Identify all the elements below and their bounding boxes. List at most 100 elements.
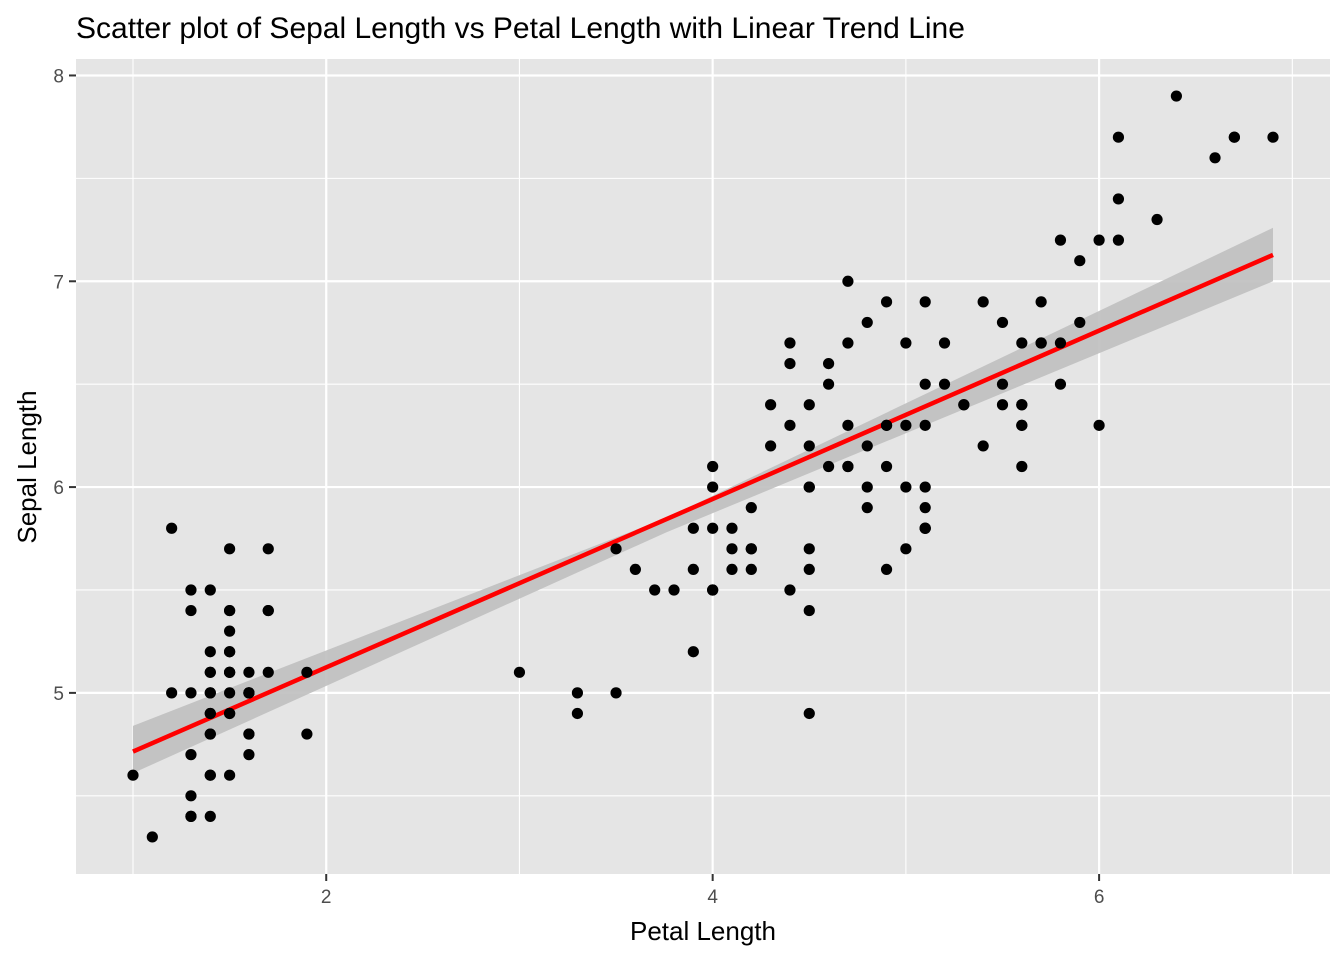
data-point <box>687 563 699 576</box>
data-point <box>204 769 216 781</box>
data-point <box>861 502 873 514</box>
data-point <box>842 337 854 349</box>
data-point <box>745 502 757 514</box>
data-point <box>765 399 777 411</box>
data-point <box>262 666 274 678</box>
trend-line-path <box>132 252 1274 754</box>
data-point <box>707 460 719 473</box>
y-axis-ticks: 5 6 7 8 <box>53 66 76 705</box>
data-point <box>1209 152 1221 164</box>
data-point <box>1016 460 1028 473</box>
data-point <box>204 687 216 699</box>
data-point <box>1151 213 1163 226</box>
data-point <box>803 399 815 411</box>
data-point <box>262 604 274 617</box>
data-point <box>745 563 757 576</box>
data-point <box>649 584 661 596</box>
data-point <box>185 749 197 761</box>
data-point <box>243 666 255 678</box>
data-point <box>861 316 873 329</box>
data-point <box>127 769 139 781</box>
data-point <box>262 543 274 555</box>
data-point <box>1112 131 1125 143</box>
data-point <box>784 357 796 370</box>
data-point <box>629 563 641 576</box>
data-point <box>224 625 236 637</box>
y-tick-label: 8 <box>53 66 64 87</box>
data-point <box>224 687 236 699</box>
y-axis-title: Sepal Length <box>12 390 42 543</box>
data-point <box>880 296 893 308</box>
data-point <box>726 543 738 555</box>
data-point <box>707 522 719 534</box>
data-point <box>571 687 584 699</box>
data-point <box>301 666 313 678</box>
data-point <box>204 666 216 678</box>
data-point <box>842 275 854 287</box>
data-point <box>822 378 835 390</box>
x-axis-ticks: 2 4 6 <box>321 874 1104 908</box>
data-point <box>977 440 989 452</box>
data-point <box>1054 337 1067 349</box>
confidence-band-area <box>133 227 1273 774</box>
data-point <box>610 687 622 699</box>
data-point <box>842 460 854 473</box>
data-point <box>1228 131 1240 143</box>
data-point <box>803 604 815 617</box>
data-point <box>784 419 796 431</box>
data-point <box>224 543 236 555</box>
data-point <box>1093 234 1105 246</box>
data-point <box>224 604 236 617</box>
data-point <box>996 399 1009 411</box>
data-point <box>900 543 912 555</box>
data-point <box>726 563 738 576</box>
data-point <box>938 378 951 390</box>
data-point <box>185 604 197 617</box>
data-point <box>1074 316 1086 329</box>
data-point <box>204 646 216 658</box>
data-point <box>784 584 796 596</box>
data-point <box>146 831 158 843</box>
data-point <box>1016 399 1028 411</box>
data-point <box>224 769 236 781</box>
y-tick-label: 7 <box>53 272 64 293</box>
data-point <box>185 687 197 699</box>
data-point <box>919 481 931 493</box>
data-point <box>900 337 912 349</box>
data-point <box>224 666 236 678</box>
data-point <box>880 563 893 576</box>
data-point <box>571 707 584 720</box>
data-point <box>803 440 815 452</box>
data-point <box>900 419 912 431</box>
data-point <box>900 481 912 493</box>
data-point <box>224 707 236 720</box>
data-points <box>127 90 1279 843</box>
data-point <box>1035 337 1047 349</box>
data-point <box>880 460 893 473</box>
data-point <box>842 419 854 431</box>
data-point <box>1267 131 1279 143</box>
data-point <box>822 357 835 370</box>
data-point <box>166 687 178 699</box>
data-point <box>822 460 835 473</box>
data-point <box>1035 296 1047 308</box>
data-point <box>977 296 989 308</box>
minor-gridlines <box>76 59 1330 874</box>
data-point <box>803 707 815 720</box>
data-point <box>996 316 1009 329</box>
data-point <box>513 666 526 678</box>
data-point <box>996 378 1009 390</box>
data-point <box>861 481 873 493</box>
data-point <box>938 337 951 349</box>
data-point <box>784 337 796 349</box>
data-point <box>803 563 815 576</box>
data-point <box>919 378 931 390</box>
data-point <box>1074 255 1086 267</box>
data-point <box>204 728 216 740</box>
data-point <box>1016 419 1028 431</box>
data-point <box>243 687 255 699</box>
data-point <box>765 440 777 452</box>
x-axis-title: Petal Length <box>630 916 776 946</box>
data-point <box>166 522 178 534</box>
data-point <box>803 481 815 493</box>
